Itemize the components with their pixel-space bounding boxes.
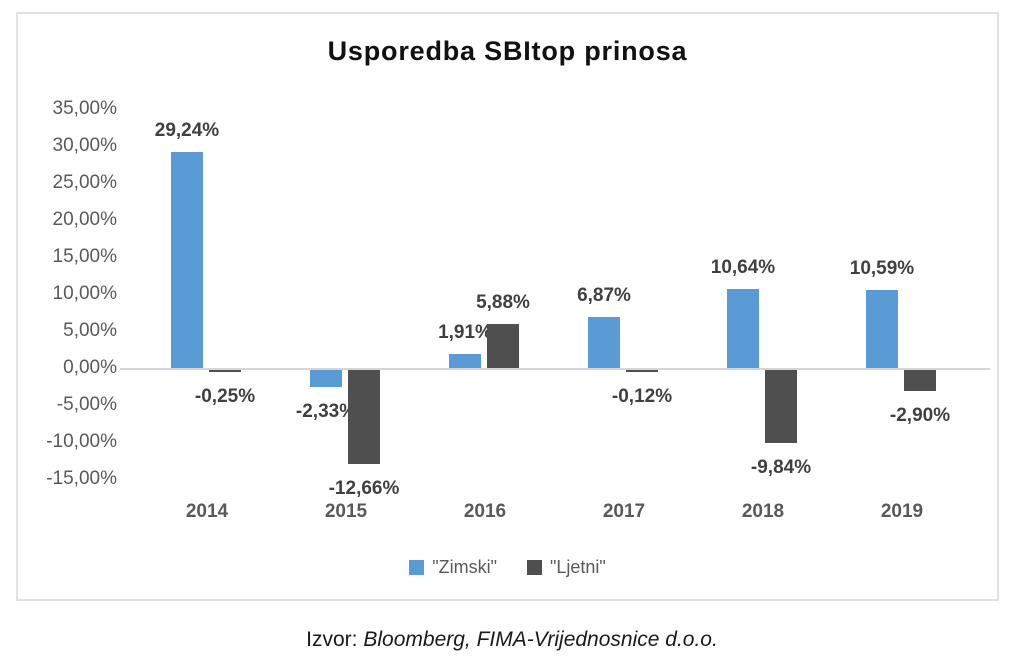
chart-frame: Usporedba SBItop prinosa 35,00% 30,00% 25,… bbox=[16, 12, 999, 601]
legend-item-zimski: "Zimski" bbox=[409, 557, 497, 578]
value-label: 10,64% bbox=[710, 257, 776, 279]
x-axis-label: 2017 bbox=[602, 501, 646, 522]
chart-legend: "Zimski" "Ljetni" bbox=[18, 557, 997, 578]
value-label: -2,90% bbox=[889, 405, 951, 427]
chart-title: Usporedba SBItop prinosa bbox=[327, 36, 688, 66]
x-axis-label: 2019 bbox=[880, 501, 924, 522]
x-axis-label: 2014 bbox=[185, 501, 229, 522]
y-axis-tick-label: -10,00% bbox=[46, 431, 117, 452]
y-axis-tick-label: 15,00% bbox=[52, 246, 117, 267]
value-label: 5,88% bbox=[476, 292, 530, 314]
y-axis-tick-label: -5,00% bbox=[56, 394, 117, 415]
y-axis-tick-label: 10,00% bbox=[52, 283, 117, 304]
bar-ljetni-2018 bbox=[765, 370, 797, 443]
y-axis-tick-label: 5,00% bbox=[63, 320, 117, 341]
bar-ljetni-2014 bbox=[209, 370, 241, 372]
value-label: 29,24% bbox=[154, 119, 220, 141]
value-label: -9,84% bbox=[750, 456, 812, 478]
x-axis-label: 2018 bbox=[741, 501, 785, 522]
ljetni-swatch-icon bbox=[526, 560, 542, 575]
bar-zimski-2019 bbox=[866, 289, 898, 368]
value-label: -0,12% bbox=[611, 386, 673, 407]
y-axis-tick-label: 30,00% bbox=[52, 135, 117, 156]
bar-ljetni-2017 bbox=[626, 370, 658, 372]
legend-label-ljetni: "Ljetni" bbox=[549, 557, 606, 577]
legend-label-zimski: "Zimski" bbox=[432, 557, 497, 577]
bar-zimski-2017 bbox=[588, 317, 620, 368]
y-axis-tick-label: -15,00% bbox=[46, 468, 117, 489]
bar-zimski-2018 bbox=[727, 289, 759, 368]
value-label: -12,66% bbox=[328, 477, 400, 499]
x-axis-label: 2016 bbox=[463, 501, 507, 522]
value-label: -2,33% bbox=[295, 401, 357, 423]
y-axis-tick-label: 0,00% bbox=[63, 357, 117, 378]
plot-area: 35,00% 30,00% 25,00% 20,00% 15,00% 10,00% 5,00… bbox=[18, 14, 997, 599]
value-label: 1,91% bbox=[438, 321, 492, 343]
y-axis-tick-label: 20,00% bbox=[52, 209, 117, 230]
bar-ljetni-2015 bbox=[348, 370, 380, 464]
value-label: -0,25% bbox=[194, 386, 256, 407]
zimski-swatch-icon bbox=[409, 560, 425, 575]
bar-ljetni-2016 bbox=[487, 324, 519, 368]
x-axis-line bbox=[120, 368, 990, 370]
y-axis-tick-label: 35,00% bbox=[52, 98, 117, 119]
value-label: 6,87% bbox=[577, 285, 631, 307]
bar-zimski-2015 bbox=[310, 370, 342, 388]
bar-ljetni-2019 bbox=[904, 370, 936, 392]
y-axis-tick-label: 25,00% bbox=[52, 172, 117, 193]
source-text: Bloomberg, FIMA-Vrijednosnice d.o.o. bbox=[363, 628, 718, 651]
bar-zimski-2016 bbox=[449, 353, 481, 368]
source-prefix: Izvor: bbox=[306, 628, 364, 651]
value-label: 10,59% bbox=[849, 257, 915, 279]
bar-zimski-2014 bbox=[171, 151, 203, 368]
x-axis-label: 2015 bbox=[324, 501, 368, 522]
source-caption: Izvor: Bloomberg, FIMA-Vrijednosnice d.o… bbox=[0, 628, 1024, 652]
legend-item-ljetni: "Ljetni" bbox=[526, 557, 606, 578]
